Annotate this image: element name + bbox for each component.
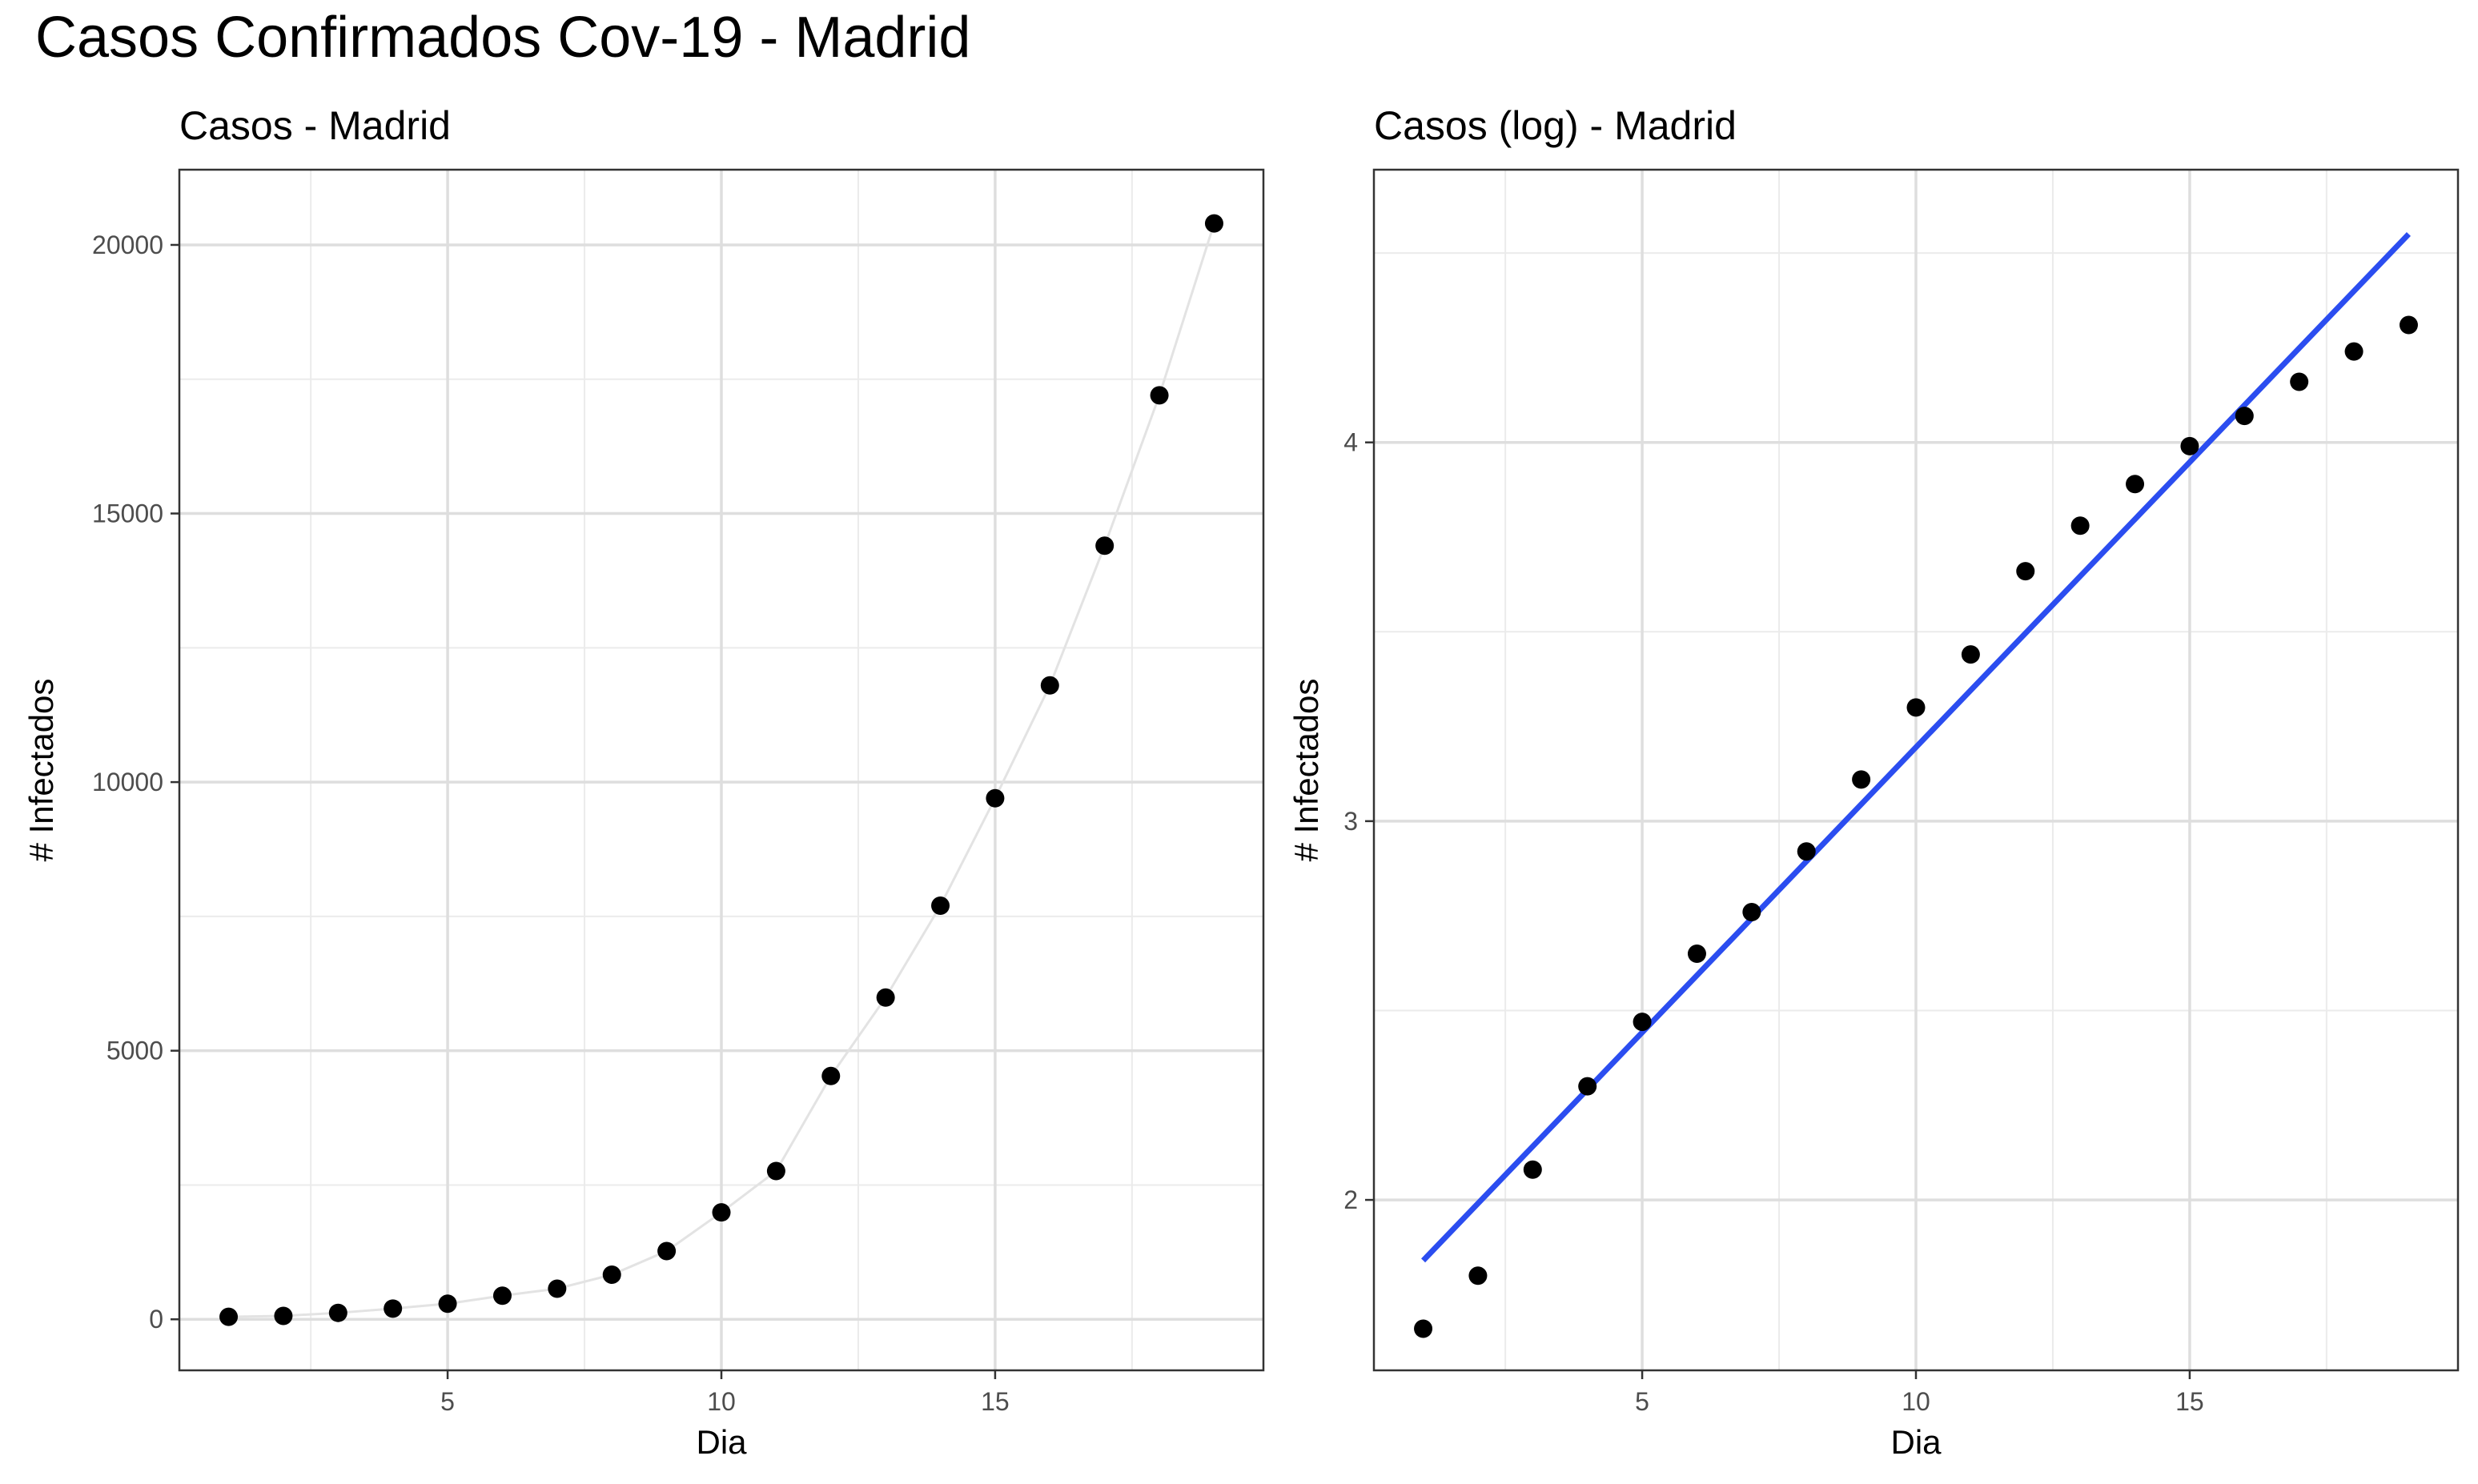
y-tick-label: 0 bbox=[149, 1305, 163, 1334]
x-tick-label: 15 bbox=[2175, 1387, 2204, 1416]
data-point bbox=[1414, 1319, 1433, 1338]
data-point bbox=[438, 1294, 457, 1314]
y-tick-label: 5000 bbox=[106, 1037, 163, 1065]
data-point bbox=[1150, 386, 1169, 405]
y-tick-label: 2 bbox=[1343, 1185, 1358, 1214]
data-point bbox=[328, 1303, 347, 1322]
y-tick-label: 15000 bbox=[92, 499, 163, 528]
data-point bbox=[1523, 1160, 1542, 1179]
data-point bbox=[384, 1299, 403, 1318]
x-axis-title: Dia bbox=[1890, 1423, 1942, 1461]
data-point bbox=[274, 1306, 293, 1326]
data-point bbox=[602, 1265, 621, 1285]
data-point bbox=[766, 1161, 785, 1181]
data-point bbox=[657, 1241, 677, 1261]
y-axis-title: # Infectados bbox=[1287, 679, 1325, 862]
data-point bbox=[1204, 214, 1223, 233]
data-point bbox=[2016, 562, 2035, 581]
y-axis-title: # Infectados bbox=[22, 679, 60, 862]
main-title: Casos Confirmados Cov-19 - Madrid bbox=[35, 6, 971, 70]
data-point bbox=[1687, 944, 1706, 963]
data-point bbox=[2180, 436, 2199, 455]
panel-title-right: Casos (log) - Madrid bbox=[1374, 103, 1737, 148]
data-point bbox=[1852, 770, 1871, 789]
y-tick-label: 3 bbox=[1343, 807, 1358, 836]
y-tick-label: 4 bbox=[1343, 428, 1358, 457]
data-point bbox=[219, 1307, 239, 1326]
data-point bbox=[931, 896, 950, 915]
data-point bbox=[1961, 645, 1980, 664]
data-point bbox=[1797, 842, 1816, 861]
chart-panel-left: 5 10 15 0 5000 10000 15000 20000 Dia # Infectados bbox=[22, 168, 1265, 1461]
x-tick-label: 5 bbox=[440, 1387, 455, 1416]
data-point bbox=[986, 788, 1005, 808]
data-point bbox=[2070, 516, 2090, 535]
data-point bbox=[1578, 1077, 1597, 1096]
data-point bbox=[548, 1279, 567, 1298]
x-tick-label: 10 bbox=[1902, 1387, 1930, 1416]
y-tick-label: 20000 bbox=[92, 231, 163, 259]
data-point bbox=[1906, 698, 1926, 717]
x-tick-label: 10 bbox=[707, 1387, 736, 1416]
data-point bbox=[876, 988, 895, 1007]
data-point bbox=[1468, 1266, 1488, 1285]
x-tick-label: 15 bbox=[981, 1387, 1010, 1416]
data-point bbox=[492, 1286, 512, 1306]
data-point bbox=[2126, 475, 2145, 494]
data-point bbox=[2399, 315, 2418, 335]
data-point bbox=[712, 1203, 731, 1222]
x-axis-title: Dia bbox=[696, 1423, 747, 1461]
data-point bbox=[1742, 902, 1761, 921]
data-point bbox=[1633, 1013, 1652, 1032]
panel-title-left: Casos - Madrid bbox=[179, 103, 451, 148]
data-point bbox=[2290, 372, 2309, 391]
data-point bbox=[2235, 407, 2254, 426]
data-point bbox=[1040, 676, 1059, 695]
data-point bbox=[821, 1066, 841, 1085]
y-tick-label: 10000 bbox=[92, 768, 163, 796]
data-point bbox=[2344, 342, 2364, 361]
x-tick-label: 5 bbox=[1635, 1387, 1649, 1416]
chart-panel-right: 5 10 15 2 3 4 Dia # Infectados bbox=[1287, 168, 2460, 1461]
data-point bbox=[1095, 536, 1114, 555]
